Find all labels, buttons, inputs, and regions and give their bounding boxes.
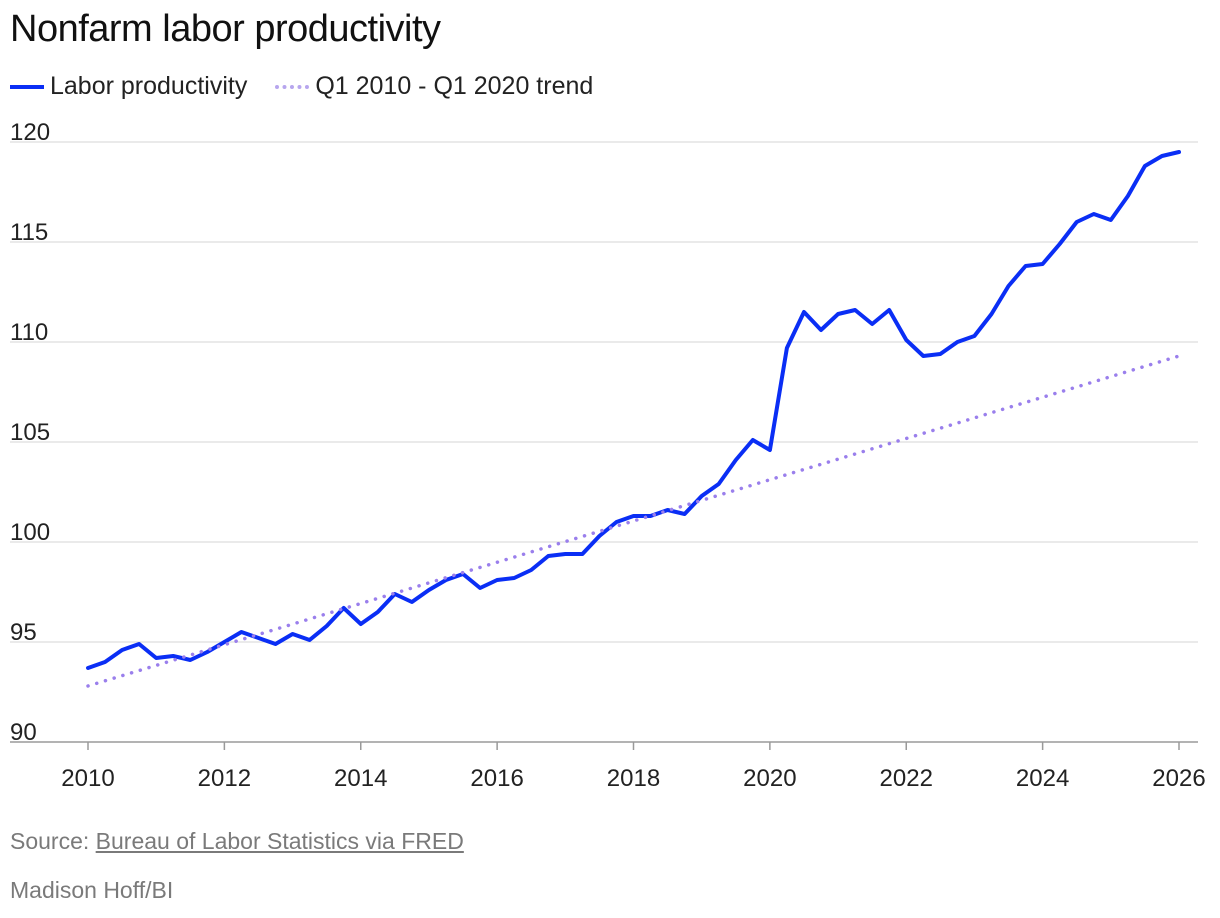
x-tick-label: 2012	[198, 765, 251, 792]
y-tick-label: 120	[10, 119, 50, 146]
legend-item-labor-productivity: Labor productivity	[10, 72, 247, 101]
legend-item-trend: Q1 2010 - Q1 2020 trend	[275, 72, 593, 101]
y-tick-label: 90	[10, 719, 37, 746]
x-tick-label: 2014	[334, 765, 387, 792]
credit-line: Madison Hoff/BI	[10, 877, 174, 903]
y-tick-label: 95	[10, 619, 37, 646]
legend-label-trend: Q1 2010 - Q1 2020 trend	[315, 72, 594, 100]
series-line-trend	[86, 354, 1181, 688]
y-tick-label: 110	[10, 319, 48, 346]
source-line: Source: Bureau of Labor Statistics via F…	[10, 828, 464, 855]
legend-swatch-dotted	[275, 84, 310, 89]
source-prefix: Source:	[10, 828, 96, 854]
legend: Labor productivity Q1 2010 - Q1 2020 tre…	[10, 72, 621, 101]
x-tick-label: 2022	[880, 765, 933, 792]
y-tick-label: 105	[10, 419, 50, 446]
x-tick-label: 2010	[61, 765, 114, 792]
series-line-labor-productivity	[86, 150, 1181, 670]
x-tick-label: 2016	[470, 765, 523, 792]
y-tick-label: 100	[10, 519, 50, 546]
y-tick-label: 115	[10, 219, 48, 246]
x-tick-label: 2024	[1016, 765, 1069, 792]
legend-label-labor-productivity: Labor productivity	[50, 72, 248, 100]
legend-swatch-solid	[10, 84, 44, 89]
x-tick-label: 2026	[1152, 765, 1205, 792]
x-tick-label: 2018	[607, 765, 660, 792]
source-link[interactable]: Bureau of Labor Statistics via FRED	[95, 828, 464, 854]
chart-title: Nonfarm labor productivity	[10, 8, 441, 50]
x-tick-label: 2020	[743, 765, 796, 792]
